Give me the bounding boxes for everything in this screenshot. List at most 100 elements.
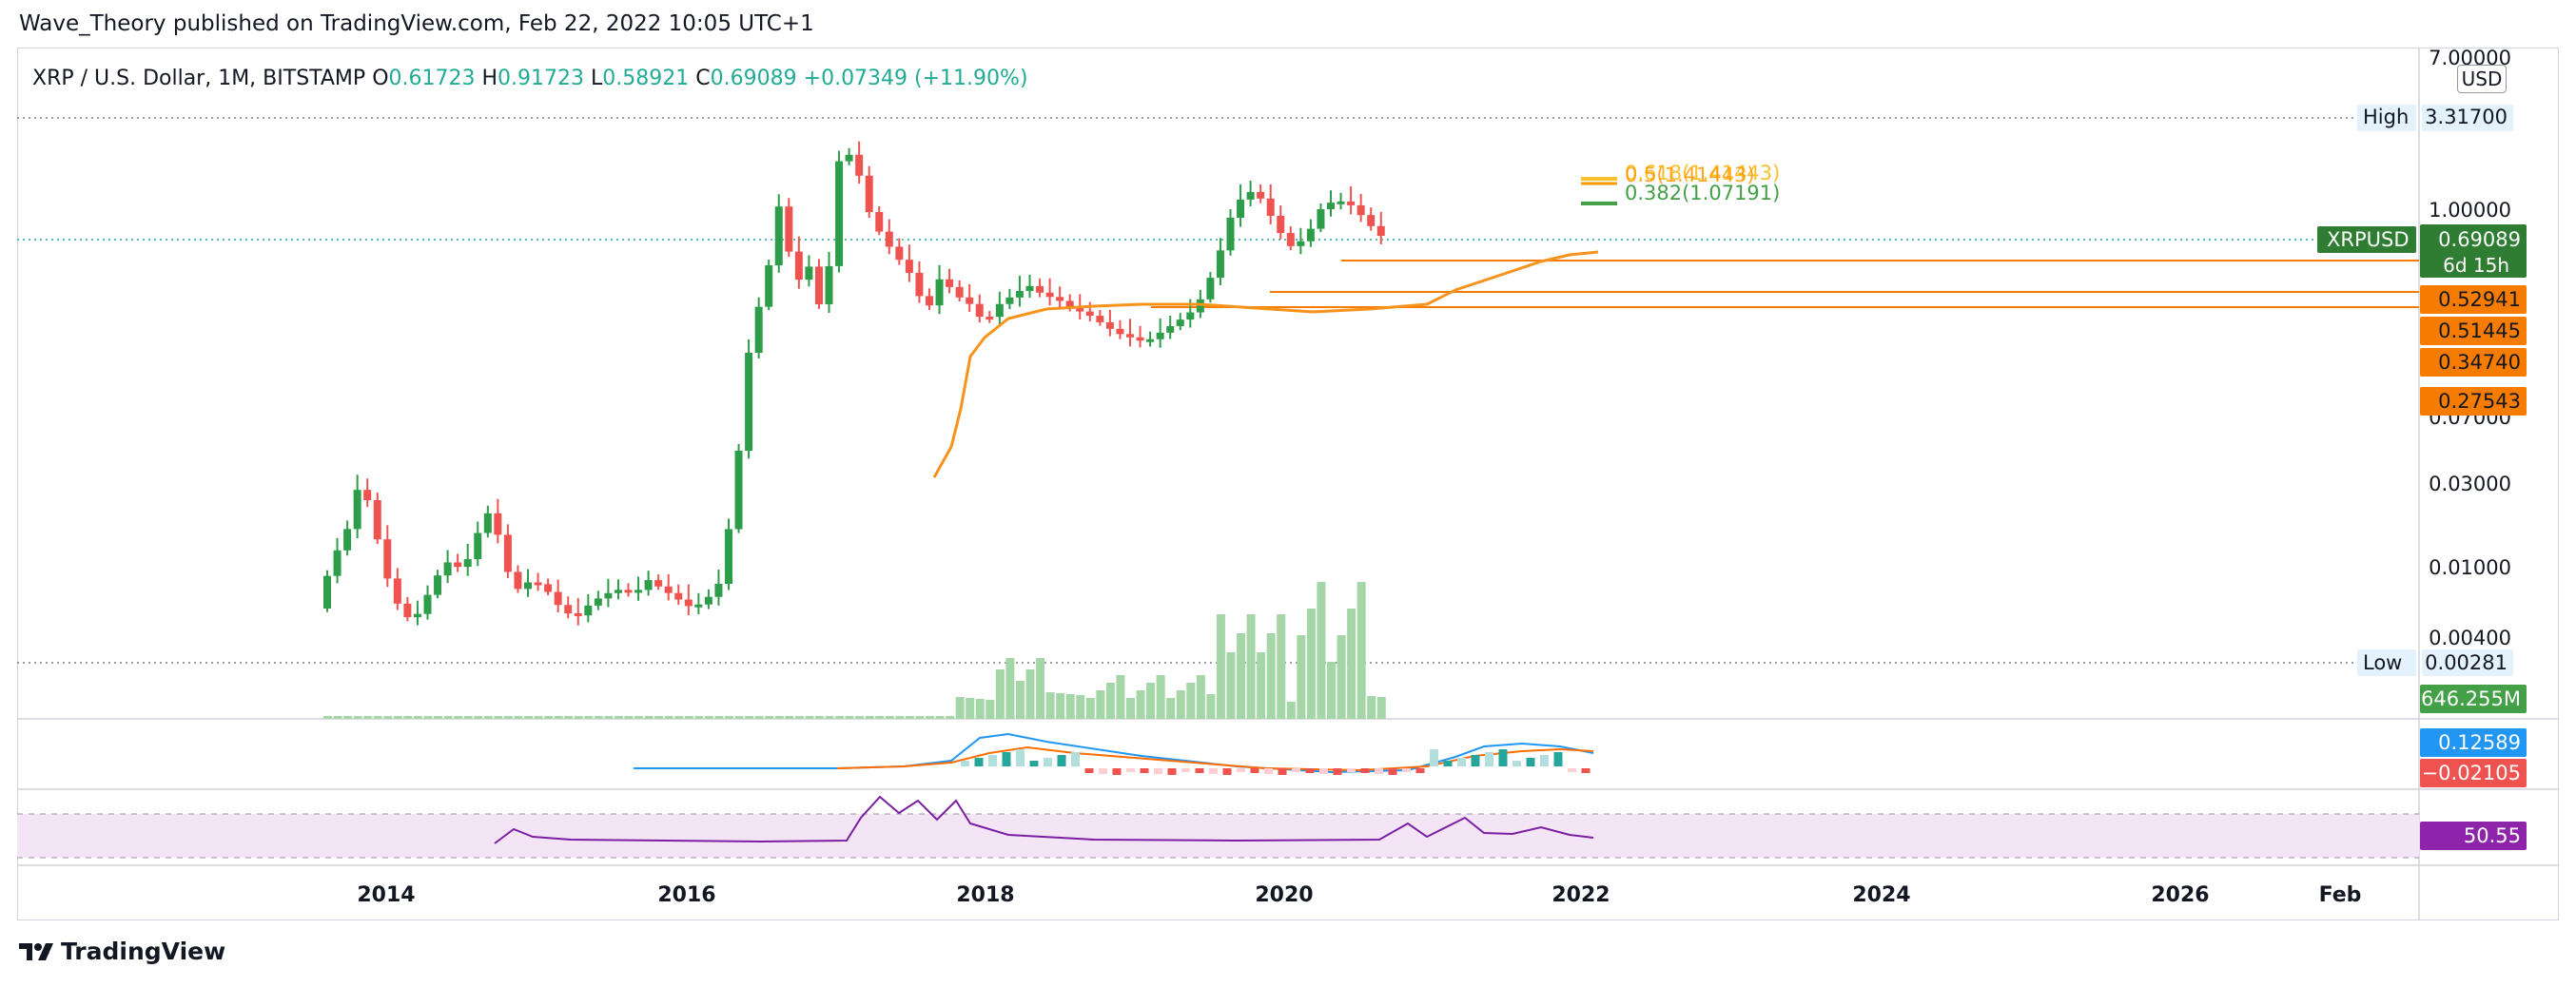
candle-body — [1206, 278, 1215, 300]
candle-body — [986, 317, 994, 320]
candle-body — [946, 279, 954, 287]
volume-bar — [1286, 702, 1296, 719]
volume-bar — [1376, 697, 1386, 719]
candle-body — [1327, 203, 1335, 209]
macd-histogram-bar — [1140, 768, 1149, 773]
candle-body — [443, 562, 452, 576]
volume-bar — [474, 716, 483, 719]
level-label-0: 0.52941 — [2438, 288, 2521, 311]
candle-body — [1246, 191, 1255, 200]
macd-histogram-bar — [1264, 768, 1273, 774]
volume-bar — [905, 716, 914, 719]
volume-bar — [343, 716, 353, 719]
candle-body — [1005, 297, 1014, 304]
volume-bar — [805, 716, 814, 719]
high-tag-label: High — [2363, 106, 2409, 128]
volume-bar — [684, 716, 693, 719]
candle-body — [403, 603, 412, 618]
candle-body — [1237, 199, 1245, 218]
fib-label-5: 0.5(1.41443) — [1625, 164, 1755, 186]
macd-histogram-bar — [1112, 768, 1122, 775]
candle-body — [745, 353, 753, 451]
volume-bar — [494, 716, 503, 719]
candle-body — [574, 613, 582, 616]
candle-body — [915, 272, 924, 297]
candle-body — [333, 550, 342, 576]
level-label-2-box — [2420, 348, 2527, 377]
x-tick-label: 2024 — [1852, 883, 1910, 907]
macd-histogram-bar — [1057, 755, 1066, 766]
candle-body — [654, 580, 663, 587]
volume-bar — [434, 716, 443, 719]
volume-bar — [1025, 669, 1035, 719]
candle-body — [725, 529, 732, 584]
histogram-value: −0.02105 — [2422, 762, 2521, 784]
fib-label-382: 0.382(1.07191) — [1625, 182, 1780, 204]
macd-histogram-bar — [1292, 768, 1300, 772]
moving-average-line — [932, 250, 1599, 478]
volume-bar — [895, 716, 905, 719]
macd-histogram-bar — [1415, 768, 1425, 773]
volume-bar — [845, 716, 854, 719]
x-tick-label: 2020 — [1255, 883, 1313, 907]
candle-body — [1076, 307, 1084, 312]
candle-body — [594, 598, 602, 606]
candle-body — [694, 604, 703, 608]
currency-button[interactable]: USD — [2457, 65, 2507, 93]
candle-body — [895, 246, 904, 261]
candle-body — [1196, 299, 1204, 313]
candle-body — [975, 303, 984, 318]
volume-bar — [664, 716, 673, 719]
macd-histogram-bar — [1319, 768, 1328, 774]
candle-body — [1156, 332, 1164, 339]
macd-histogram-bar — [1347, 768, 1356, 772]
volume-bar — [885, 716, 894, 719]
volume-bar — [353, 716, 362, 719]
volume-bar — [1166, 698, 1176, 719]
volume-bar — [714, 716, 724, 719]
volume-bar — [986, 700, 995, 719]
volume-bar — [1065, 694, 1075, 719]
volume-bar — [966, 698, 975, 719]
volume-bar — [745, 716, 754, 719]
macd-histogram-bar — [1016, 749, 1025, 766]
high-value: 0.91723 — [498, 67, 585, 90]
candle-body — [323, 575, 331, 609]
candle-body — [1045, 292, 1054, 298]
macd-histogram-bar — [1540, 755, 1549, 766]
volume-bar — [564, 716, 574, 719]
macd-histogram-bar — [1485, 752, 1493, 766]
x-tick-label: 2026 — [2151, 883, 2209, 907]
candle-body — [935, 279, 944, 306]
candle-body — [814, 266, 823, 304]
candle-body — [926, 296, 933, 306]
candle-body — [1176, 319, 1184, 326]
macd-histogram-bar — [1044, 758, 1052, 766]
low-tag-label: Low — [2363, 651, 2402, 674]
candle-body — [454, 562, 462, 568]
candle-body — [383, 539, 392, 579]
macd-histogram-bar — [1333, 768, 1342, 775]
close-label: C — [695, 67, 711, 90]
volume-bar — [1356, 582, 1366, 719]
candle-body — [1226, 218, 1235, 251]
volume-bar — [915, 716, 925, 719]
histogram-value-box — [2420, 759, 2527, 787]
volume-bar — [794, 716, 804, 719]
candle-body — [1105, 321, 1114, 329]
volume-bar — [1096, 690, 1105, 719]
candle-body — [413, 613, 421, 618]
level-label-2: 0.34740 — [2438, 351, 2521, 374]
chart-frame[interactable] — [17, 48, 2559, 920]
volume-bar — [975, 699, 985, 719]
tradingview-logo[interactable]: TradingView — [19, 938, 225, 965]
macd-histogram-bar — [1512, 761, 1521, 766]
candle-body — [514, 571, 522, 590]
volume-bar — [814, 716, 824, 719]
candle-body — [534, 582, 542, 586]
volume-bar — [393, 716, 402, 719]
candle-body — [373, 500, 381, 540]
candle-body — [1056, 297, 1064, 301]
rsi-value: 50.55 — [2464, 824, 2521, 847]
